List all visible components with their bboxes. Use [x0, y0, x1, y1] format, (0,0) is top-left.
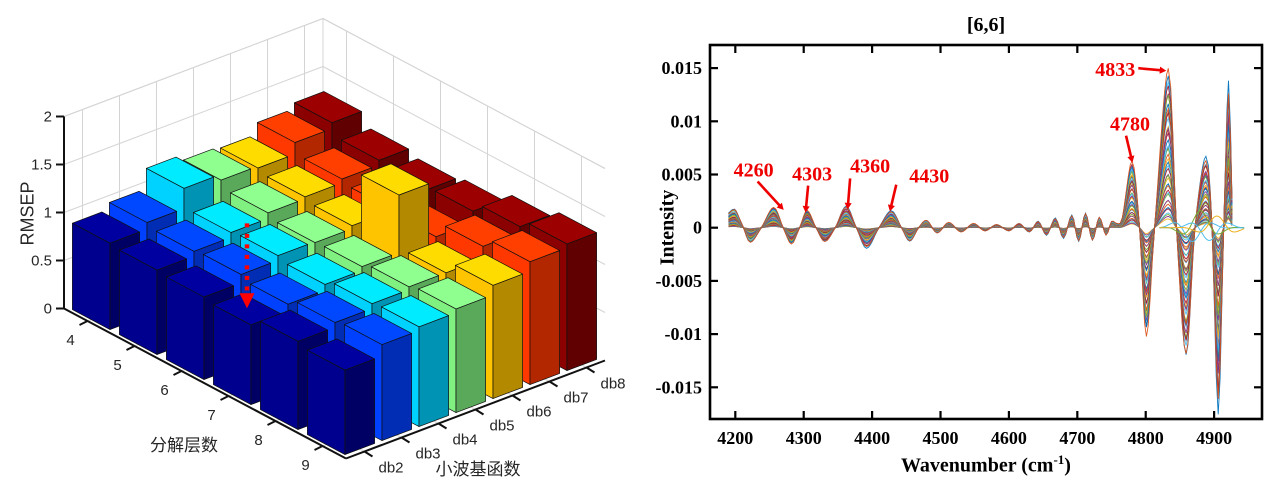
svg-text:8: 8 — [254, 432, 262, 449]
svg-text:db4: db4 — [453, 432, 478, 449]
svg-text:db7: db7 — [564, 390, 589, 407]
svg-text:4303: 4303 — [792, 164, 832, 186]
wavenumber-label-end: ) — [1064, 454, 1071, 477]
spectra-chart: 4200 4300 4400 4500 4600 4700 4800 4900 0.015 0.0… — [640, 0, 1269, 493]
wavenumber-axis-label: Wavenumber (cm-1) — [710, 452, 1262, 478]
svg-text:-0.01: -0.01 — [665, 324, 703, 344]
svg-text:7: 7 — [207, 407, 215, 424]
spectra-svg: 4200 4300 4400 4500 4600 4700 4800 4900 0.015 0.0… — [656, 43, 1264, 448]
spectra-title: [6,6] — [966, 14, 1006, 36]
levels-axis-label: 分解层数 — [150, 436, 218, 455]
svg-text:-0.005: -0.005 — [656, 271, 703, 291]
bar3d-svg: 0 0.5 1 1.5 2 4 5 6 7 8 9 db2 db3 db4 db5 db6 db7 db8 — [31, 18, 626, 477]
svg-text:4600: 4600 — [991, 428, 1027, 448]
svg-text:4300: 4300 — [786, 428, 822, 448]
svg-text:db8: db8 — [601, 376, 626, 393]
wavenumber-label-sup: -1 — [1053, 452, 1065, 467]
svg-text:0.5: 0.5 — [31, 253, 52, 270]
svg-text:db3: db3 — [416, 446, 441, 463]
svg-text:0: 0 — [693, 218, 702, 238]
svg-text:4200: 4200 — [717, 428, 753, 448]
svg-text:2: 2 — [44, 109, 52, 126]
svg-text:4700: 4700 — [1059, 428, 1095, 448]
svg-text:4800: 4800 — [1128, 428, 1164, 448]
svg-text:4430: 4430 — [909, 166, 949, 188]
svg-text:5: 5 — [113, 357, 121, 374]
svg-text:0.005: 0.005 — [662, 165, 703, 185]
svg-text:0.015: 0.015 — [662, 58, 703, 78]
svg-text:4400: 4400 — [854, 428, 890, 448]
svg-text:4260: 4260 — [734, 159, 774, 181]
svg-text:db6: db6 — [527, 404, 552, 421]
bar3d-chart: 0 0.5 1 1.5 2 4 5 6 7 8 9 db2 db3 db4 db5 db6 db7 db8 RMS… — [17, 18, 626, 479]
wavenumber-label-main: Wavenumber (cm — [901, 454, 1054, 477]
svg-text:db2: db2 — [379, 460, 404, 477]
svg-text:1: 1 — [44, 205, 52, 222]
svg-text:db5: db5 — [490, 418, 515, 435]
intensity-axis-label: Intensity — [656, 189, 679, 266]
svg-text:9: 9 — [301, 457, 309, 474]
svg-text:6: 6 — [160, 382, 168, 399]
wavelet-axis-label: 小波基函数 — [435, 460, 521, 479]
svg-text:4900: 4900 — [1196, 428, 1232, 448]
svg-text:4500: 4500 — [923, 428, 959, 448]
svg-text:4: 4 — [66, 332, 74, 349]
svg-text:0: 0 — [44, 301, 52, 318]
rmsep-axis-label: RMSEP — [17, 181, 38, 246]
svg-text:4833: 4833 — [1095, 59, 1135, 81]
svg-text:4360: 4360 — [850, 155, 890, 177]
svg-text:0.01: 0.01 — [671, 111, 703, 131]
svg-text:-0.015: -0.015 — [656, 377, 703, 397]
svg-text:4780: 4780 — [1110, 114, 1150, 136]
svg-text:1.5: 1.5 — [31, 157, 52, 174]
